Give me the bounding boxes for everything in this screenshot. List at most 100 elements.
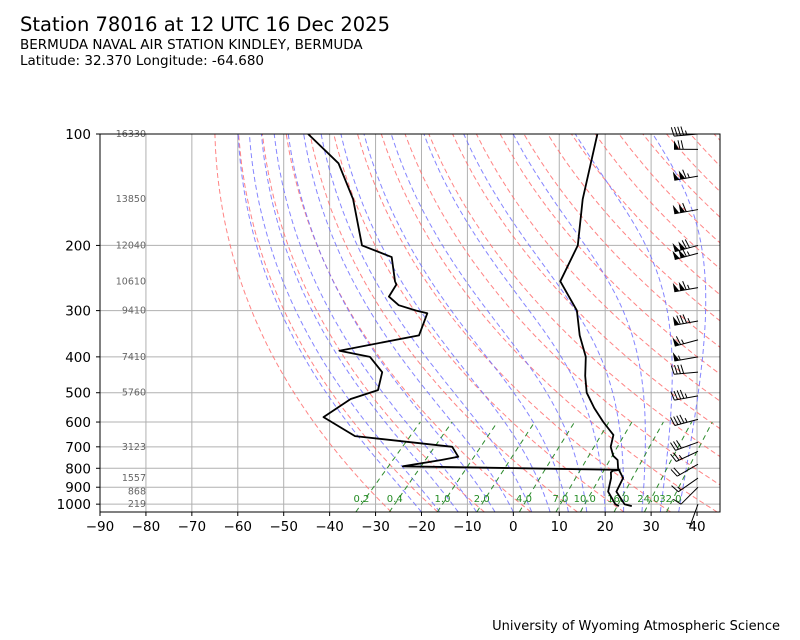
barb-pennant xyxy=(678,241,686,251)
barb-feather xyxy=(670,365,675,375)
mixing-ratio-label: 16.0 xyxy=(607,494,629,505)
dry-adiabat xyxy=(499,134,720,375)
x-tick-label: −30 xyxy=(361,519,390,535)
mixing-ratio-label: 7.0 xyxy=(552,494,568,505)
grid-layer xyxy=(99,133,720,512)
barb-pennant xyxy=(674,140,679,150)
x-tick-label: −70 xyxy=(178,519,207,535)
barb-half-feather xyxy=(684,393,688,399)
mixing-ratio-line xyxy=(355,421,421,512)
wind-barb xyxy=(670,389,699,401)
dry-adiabat xyxy=(333,134,625,512)
barb-feather xyxy=(675,336,682,345)
mixing-ratio-line xyxy=(388,421,453,512)
barb-pennant xyxy=(672,282,680,292)
mixing-ratio-line xyxy=(613,421,664,512)
barb-half-feather xyxy=(684,417,688,423)
barb-pennant xyxy=(672,352,680,362)
mixing-ratio-label: 10.0 xyxy=(574,494,596,505)
barb-pennant xyxy=(672,250,680,260)
barb-shaft xyxy=(674,287,699,293)
barb-pennant xyxy=(672,204,680,214)
height-label: 868 xyxy=(128,487,146,498)
y-tick-label: 900 xyxy=(65,480,91,496)
barb-half-feather xyxy=(686,522,691,525)
y-tick-label: 400 xyxy=(65,350,91,366)
x-tick-label: 0 xyxy=(509,519,518,535)
mixing-ratio-label: 1.0 xyxy=(435,494,451,505)
barb-feather xyxy=(680,140,684,150)
barb-feather xyxy=(680,126,685,136)
dry-adiabat xyxy=(380,134,718,512)
y-tick-label: 200 xyxy=(65,238,91,254)
dry-adiabat xyxy=(738,134,800,512)
barb-shaft xyxy=(675,450,699,462)
barb-pennant xyxy=(678,249,686,258)
barb-feather xyxy=(676,315,681,325)
dry-adiabat xyxy=(404,134,720,486)
barb-shaft xyxy=(674,252,699,260)
dry-adiabat xyxy=(594,134,720,270)
barb-shaft xyxy=(674,418,699,426)
dry-adiabat xyxy=(475,134,720,402)
barb-shaft xyxy=(678,477,699,493)
moist-adiabat xyxy=(574,134,673,512)
barb-pennant xyxy=(672,242,680,252)
y-tick-label: 800 xyxy=(65,461,91,477)
dry-adiabat xyxy=(357,134,671,512)
wind-barb xyxy=(673,140,699,150)
barb-feather xyxy=(676,415,682,425)
mixing-ratio-label: 2.0 xyxy=(474,494,490,505)
barb-feather xyxy=(681,240,687,249)
barb-feather xyxy=(672,498,682,505)
barb-pennant xyxy=(672,337,680,347)
barb-feather xyxy=(677,126,681,136)
height-label: 13850 xyxy=(116,194,146,205)
moist-adiabat xyxy=(237,134,422,512)
barb-shaft xyxy=(674,371,699,375)
wind-barb xyxy=(672,336,699,347)
moist-adiabat xyxy=(303,134,514,512)
barb-feather xyxy=(680,364,685,374)
height-label: 7410 xyxy=(122,352,146,363)
barb-half-feather xyxy=(678,355,681,361)
mixing-ratio-line xyxy=(555,421,610,512)
barb-half-feather xyxy=(681,339,685,344)
y-tick-label: 700 xyxy=(65,440,91,456)
barb-half-feather xyxy=(677,486,682,491)
wind-barb xyxy=(672,486,699,505)
dry-adiabat xyxy=(452,134,720,430)
mixing-ratio-line xyxy=(643,421,693,512)
barb-feather xyxy=(673,467,681,475)
barb-feather xyxy=(676,390,682,400)
credit-footer: University of Wyoming Atmospheric Scienc… xyxy=(492,619,780,634)
barb-feather xyxy=(677,140,681,150)
y-tick-label: 1000 xyxy=(57,497,91,513)
moist-adiabat xyxy=(260,134,459,512)
wind-barb xyxy=(672,247,699,260)
barb-feather xyxy=(677,364,681,374)
mixing-ratio-line xyxy=(436,421,498,512)
mixing-ratio-line xyxy=(666,421,713,512)
barb-feather xyxy=(671,485,679,493)
mixing-ratio-label: 24.0 xyxy=(637,494,659,505)
mixing-ratio-line xyxy=(476,421,536,512)
moist-adiabat xyxy=(652,134,707,512)
barb-pennant xyxy=(678,170,686,180)
barb-feather xyxy=(673,441,679,450)
dry-adiabat xyxy=(618,134,720,244)
barb-half-feather xyxy=(686,251,690,256)
station-coordinates: Latitude: 32.370 Longitude: -64.680 xyxy=(20,53,265,69)
barb-feather xyxy=(679,314,684,324)
barb-shaft xyxy=(674,395,699,401)
mixing-ratio-label: 32.0 xyxy=(659,494,681,505)
barb-feather xyxy=(670,127,675,137)
height-label: 219 xyxy=(128,499,146,510)
barb-feather xyxy=(670,453,677,462)
wind-barb xyxy=(670,414,699,426)
barb-shaft xyxy=(675,441,699,451)
barb-feather xyxy=(682,202,687,212)
wind-barb xyxy=(670,450,699,462)
barb-half-feather xyxy=(687,317,691,323)
